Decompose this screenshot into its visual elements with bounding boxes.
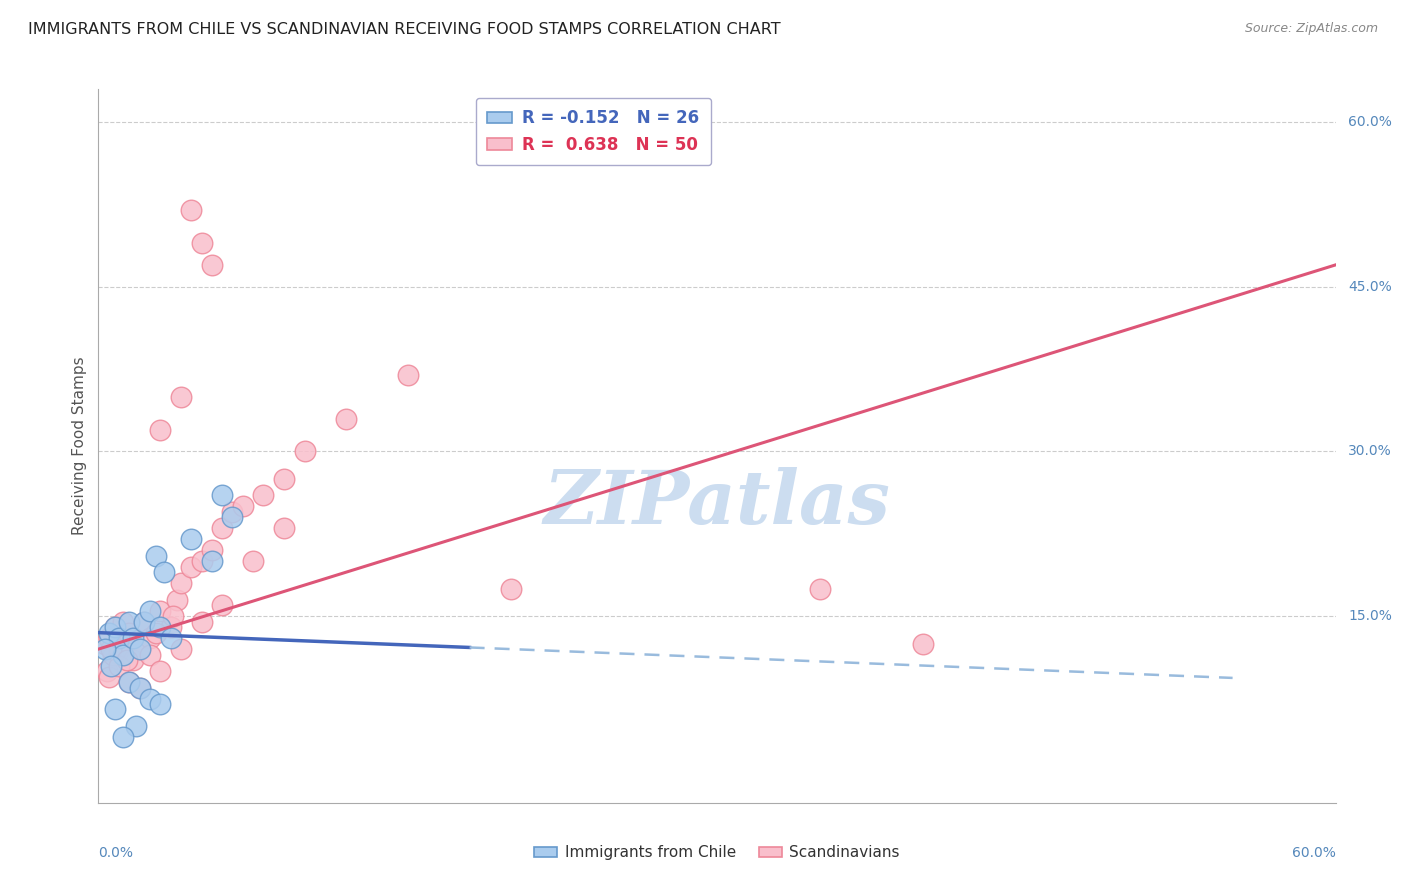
Point (396, 368, 419, 382)
Text: Source: ZipAtlas.com: Source: ZipAtlas.com (1244, 22, 1378, 36)
Point (122, 631, 145, 645)
Point (104, 620, 127, 634)
Point (108, 658, 131, 673)
Point (211, 598, 233, 612)
Point (128, 642, 150, 657)
Point (112, 648, 135, 662)
Point (124, 719, 146, 733)
Point (166, 592, 188, 607)
Point (180, 559, 202, 574)
Point (273, 521, 295, 535)
Point (128, 681, 150, 695)
Point (139, 691, 162, 706)
Text: ZIPatlas: ZIPatlas (544, 467, 890, 540)
Point (335, 411, 357, 425)
Point (97, 625, 120, 640)
Point (108, 631, 131, 645)
Point (139, 648, 162, 662)
Point (808, 582, 831, 596)
Text: 30.0%: 30.0% (1348, 444, 1392, 458)
Point (108, 642, 131, 657)
Point (232, 500, 254, 514)
Text: IMMIGRANTS FROM CHILE VS SCANDINAVIAN RECEIVING FOOD STAMPS CORRELATION CHART: IMMIGRANTS FROM CHILE VS SCANDINAVIAN RE… (28, 22, 780, 37)
Point (104, 620, 127, 634)
Point (180, 533, 202, 547)
Legend: Immigrants from Chile, Scandinavians: Immigrants from Chile, Scandinavians (529, 839, 905, 866)
Point (180, 202, 202, 217)
Point (242, 554, 264, 568)
Text: 60.0%: 60.0% (1292, 846, 1336, 860)
Point (97, 631, 120, 645)
Point (93, 642, 115, 657)
Point (112, 730, 135, 744)
Point (132, 615, 155, 629)
Point (145, 549, 167, 563)
Point (190, 554, 212, 568)
Point (201, 258, 224, 272)
Point (149, 423, 172, 437)
Point (149, 664, 172, 678)
Point (96, 664, 118, 678)
Point (122, 653, 145, 667)
Point (201, 554, 224, 568)
Point (221, 510, 243, 524)
Point (170, 390, 193, 404)
Point (149, 604, 172, 618)
Point (170, 642, 193, 657)
Point (104, 702, 127, 716)
Point (93, 637, 115, 651)
Point (132, 615, 155, 629)
Point (112, 615, 135, 629)
Point (170, 576, 193, 591)
Point (118, 615, 141, 629)
Point (139, 604, 162, 618)
Point (273, 472, 295, 486)
Point (97, 669, 120, 683)
Point (252, 488, 274, 502)
Point (128, 681, 150, 695)
Point (201, 543, 224, 558)
Point (912, 637, 935, 651)
Point (118, 675, 141, 690)
Point (100, 642, 122, 657)
Text: 15.0%: 15.0% (1348, 609, 1392, 624)
Point (100, 658, 122, 673)
Point (118, 625, 141, 640)
Point (117, 653, 139, 667)
Y-axis label: Receiving Food Stamps: Receiving Food Stamps (72, 357, 87, 535)
Point (294, 444, 316, 458)
Point (211, 488, 233, 502)
Point (159, 631, 181, 645)
Point (145, 625, 167, 640)
Point (190, 615, 212, 629)
Point (101, 648, 124, 662)
Text: 0.0%: 0.0% (98, 846, 134, 860)
Point (139, 631, 162, 645)
Point (162, 609, 184, 624)
Point (159, 620, 181, 634)
Point (128, 642, 150, 657)
Point (118, 675, 141, 690)
Point (153, 566, 176, 580)
Point (499, 582, 522, 596)
Text: 60.0%: 60.0% (1348, 115, 1392, 129)
Point (211, 521, 233, 535)
Point (190, 235, 212, 250)
Point (149, 620, 172, 634)
Point (221, 505, 243, 519)
Text: 45.0%: 45.0% (1348, 280, 1392, 293)
Point (149, 697, 172, 711)
